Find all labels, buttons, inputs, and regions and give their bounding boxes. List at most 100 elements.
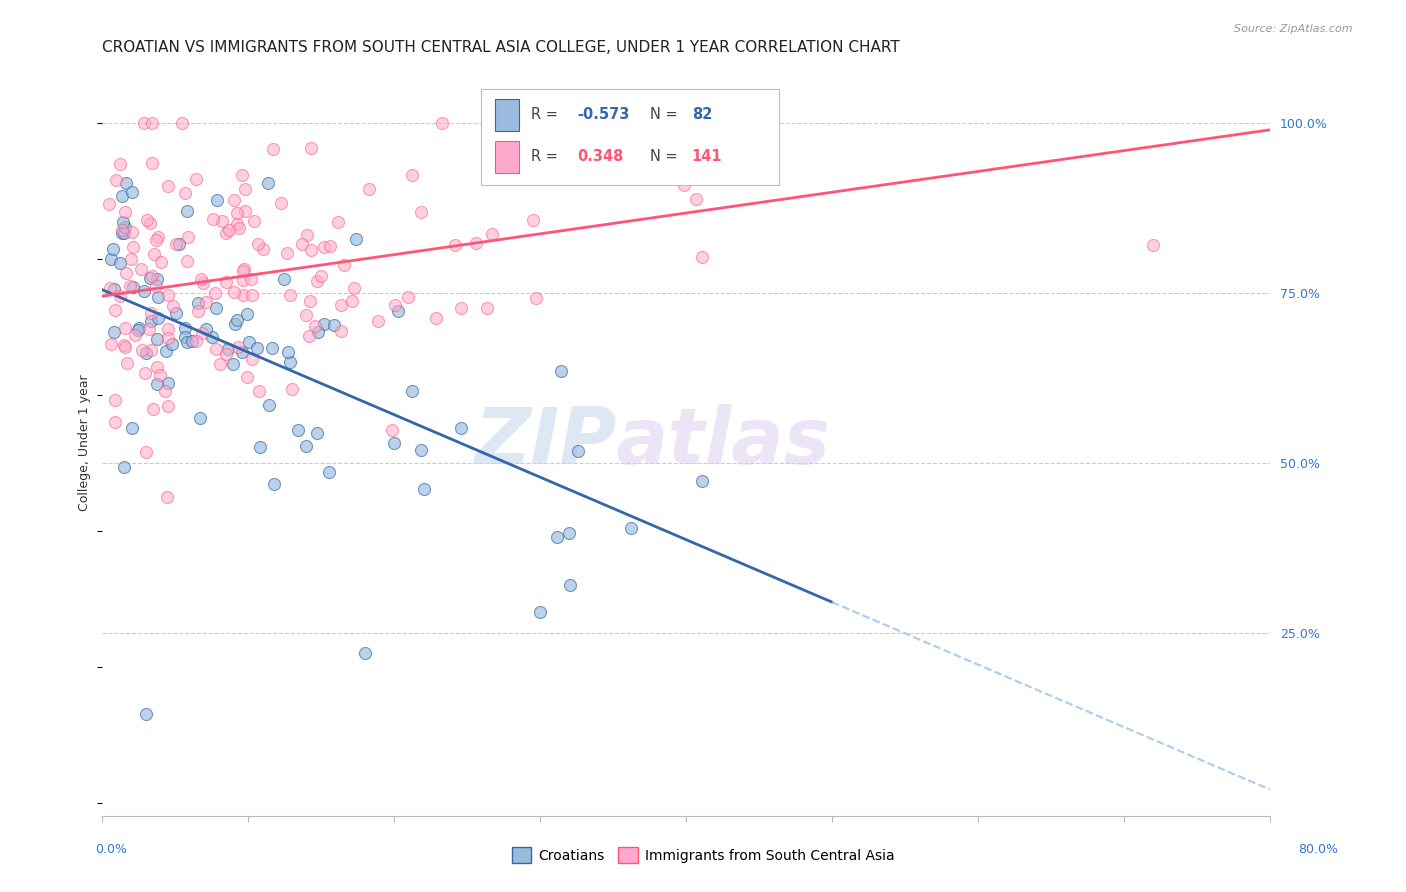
Point — [170, 116, 193, 130]
Point — [156, 376, 179, 390]
Point — [233, 204, 256, 219]
Point — [110, 188, 132, 202]
Point — [120, 279, 142, 293]
Point — [112, 459, 135, 474]
Point — [340, 293, 363, 308]
Point — [401, 168, 423, 182]
Point — [262, 142, 284, 156]
Point — [738, 119, 761, 133]
Point — [114, 220, 136, 235]
Point — [135, 212, 157, 227]
Point — [174, 330, 197, 344]
Point — [450, 421, 472, 435]
Point — [141, 268, 163, 283]
Point — [120, 252, 142, 266]
Text: N =: N = — [650, 107, 682, 121]
Point — [103, 326, 125, 340]
Point — [246, 236, 269, 251]
Point — [156, 322, 179, 336]
Point — [280, 383, 302, 397]
Point — [673, 178, 696, 192]
Point — [139, 343, 162, 358]
Point — [153, 384, 176, 399]
Point — [215, 347, 238, 361]
Point — [134, 707, 156, 722]
Point — [382, 436, 405, 450]
Point — [165, 237, 187, 252]
Point — [186, 334, 208, 348]
Point — [222, 194, 245, 208]
Point — [204, 286, 226, 301]
Point — [186, 172, 208, 186]
Point — [110, 226, 132, 240]
Point — [291, 237, 314, 252]
Point — [270, 196, 292, 211]
Point — [326, 215, 349, 229]
Point — [134, 366, 156, 380]
Point — [481, 227, 503, 241]
Point — [318, 465, 340, 479]
Point — [122, 280, 145, 294]
Point — [236, 307, 259, 321]
Point — [322, 318, 344, 332]
Bar — [495, 99, 519, 131]
Point — [401, 384, 423, 399]
Point — [150, 254, 173, 268]
Point — [524, 291, 547, 305]
Point — [191, 276, 214, 290]
Point — [211, 214, 233, 228]
Point — [685, 192, 707, 206]
Point — [550, 364, 572, 378]
Point — [260, 341, 283, 355]
Point — [141, 116, 163, 130]
Point — [444, 238, 467, 252]
Point — [176, 204, 198, 219]
Point — [208, 357, 231, 371]
Point — [127, 323, 149, 337]
Point — [299, 244, 322, 258]
Point — [273, 272, 295, 286]
Point — [188, 410, 211, 425]
Point — [277, 345, 299, 359]
Point — [146, 271, 169, 285]
Point — [218, 222, 240, 236]
Point — [217, 343, 239, 357]
Point — [139, 314, 162, 328]
Point — [145, 233, 167, 247]
Point — [222, 357, 245, 371]
Point — [263, 476, 285, 491]
Point — [205, 301, 228, 315]
Point — [465, 235, 488, 250]
Point — [121, 185, 143, 199]
Point — [121, 225, 143, 239]
Point — [121, 420, 143, 434]
Point — [190, 271, 212, 285]
Point — [162, 299, 184, 313]
Point — [228, 221, 250, 235]
Text: 0.0%: 0.0% — [96, 843, 128, 855]
Text: R =: R = — [530, 149, 562, 164]
Point — [181, 334, 204, 349]
Point — [226, 340, 249, 354]
Point — [201, 330, 224, 344]
Text: 0.348: 0.348 — [578, 149, 624, 164]
Point — [425, 311, 447, 326]
Point — [413, 483, 436, 497]
Point — [111, 215, 134, 229]
Point — [108, 289, 131, 303]
Point — [236, 370, 259, 384]
Point — [132, 116, 155, 130]
Point — [139, 270, 162, 285]
Point — [108, 157, 131, 171]
Point — [124, 328, 146, 343]
Point — [103, 392, 125, 407]
Point — [256, 176, 278, 190]
Point — [305, 426, 328, 441]
Point — [108, 256, 131, 270]
Point — [112, 226, 135, 240]
Point — [187, 295, 209, 310]
Point — [409, 443, 432, 458]
Point — [240, 352, 263, 367]
Point — [174, 320, 197, 334]
Point — [314, 317, 336, 331]
